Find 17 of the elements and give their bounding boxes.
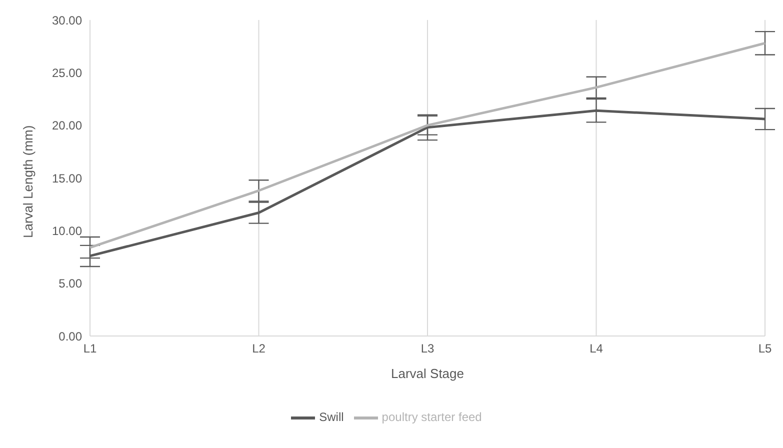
x-tick-label: L4	[590, 342, 604, 356]
legend-label: Swill	[319, 410, 344, 424]
y-tick-label: 30.00	[52, 13, 82, 28]
x-tick-label: L2	[252, 342, 266, 356]
y-tick-label: 15.00	[52, 171, 82, 186]
x-tick-label: L1	[83, 342, 97, 356]
y-tick-label: 5.00	[58, 276, 82, 291]
legend-label: poultry starter feed	[382, 410, 482, 424]
y-tick-label: 25.00	[52, 66, 82, 80]
y-tick-label: 20.00	[52, 118, 82, 133]
y-tick-label: 0.00	[58, 329, 82, 344]
line-series	[88, 42, 766, 249]
x-axis-title: Larval Stage	[391, 366, 464, 381]
x-tick-label: L3	[420, 342, 434, 356]
x-tick-label: L5	[758, 342, 772, 356]
y-tick-label: 10.00	[52, 224, 82, 238]
y-axis-title: Larval Length (mm)	[20, 125, 36, 238]
